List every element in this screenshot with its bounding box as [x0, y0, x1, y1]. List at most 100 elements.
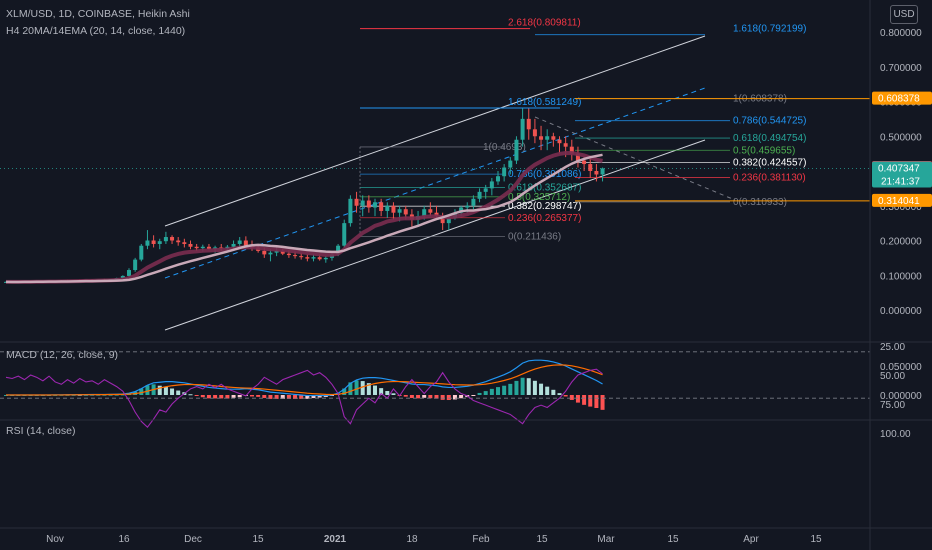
- fib-level-label: 0.786(0.544725): [733, 116, 806, 127]
- macd-histogram-bar: [471, 395, 476, 396]
- macd-histogram-bar: [594, 395, 599, 408]
- macd-histogram-bar: [600, 395, 605, 410]
- time-tick-label: Apr: [743, 534, 759, 545]
- time-tick-label: Nov: [46, 534, 64, 545]
- time-tick-label: 15: [667, 534, 679, 545]
- candle-body: [575, 153, 580, 161]
- price-tick-label: 0.100000: [880, 271, 922, 282]
- macd-histogram-bar: [588, 395, 593, 407]
- candle-body: [545, 136, 550, 140]
- candle-body: [163, 237, 168, 242]
- macd-histogram-bar: [520, 377, 525, 395]
- signal-line: [6, 364, 603, 396]
- macd-histogram-bar: [256, 395, 261, 397]
- fib-level-label: 0.5(0.459655): [733, 145, 795, 156]
- price-tick-label: 0.300000: [880, 202, 922, 213]
- candle-body: [127, 270, 131, 276]
- candle-body: [465, 205, 470, 208]
- candle-body: [508, 160, 513, 168]
- candle-body: [391, 205, 396, 213]
- candle-body: [477, 191, 482, 199]
- time-tick-label: 2021: [324, 534, 347, 545]
- candle-body: [311, 257, 316, 259]
- rsi-tick-label: 50.00: [880, 371, 905, 382]
- macd-histogram-bar: [83, 394, 88, 396]
- macd-histogram-bar: [305, 395, 310, 399]
- candle-body: [200, 246, 205, 249]
- rsi-pane[interactable]: [0, 351, 870, 429]
- macd-histogram-bar: [575, 395, 580, 403]
- price-badge-label: 0.608378: [878, 94, 920, 105]
- candle-body: [157, 241, 162, 244]
- fib-level-label: 0.618(0.352687): [508, 182, 581, 193]
- fib-level-label: 1.618(0.792199): [733, 24, 806, 35]
- candle-body: [286, 253, 291, 256]
- price-badge-label: 0.407347: [878, 163, 920, 174]
- macd-histogram-bar: [237, 395, 242, 398]
- macd-histogram-bar: [514, 380, 519, 395]
- macd-histogram-bar: [286, 395, 291, 399]
- macd-histogram-bar: [219, 395, 224, 399]
- macd-histogram-bar: [452, 395, 457, 400]
- candle-body: [354, 198, 359, 206]
- candle-body: [342, 223, 347, 246]
- time-tick-label: Dec: [184, 534, 202, 545]
- macd-histogram-bar: [317, 395, 322, 398]
- macd-histogram-bar: [440, 395, 445, 400]
- macd-histogram-bar: [262, 395, 267, 398]
- time-tick-label: Feb: [472, 534, 490, 545]
- macd-legend: MACD (12, 26, close, 9): [6, 349, 118, 361]
- macd-histogram-bar: [194, 395, 199, 396]
- macd-histogram-bar: [280, 395, 285, 399]
- candle-body: [145, 240, 150, 246]
- candle-body: [532, 129, 537, 137]
- candle-body: [139, 245, 144, 260]
- candle-body: [243, 240, 248, 246]
- candle-body: [274, 250, 279, 253]
- macd-histogram-bar: [539, 383, 544, 395]
- fib-level-label: 0.382(0.424557): [733, 157, 806, 168]
- candle-body: [305, 257, 310, 259]
- candle-body: [194, 246, 199, 249]
- price-pane[interactable]: 1(0.4693)0.786(0.391086)0.618(0.352687)0…: [0, 18, 870, 331]
- candle-body: [151, 240, 156, 244]
- currency-button[interactable]: USD: [890, 5, 918, 24]
- candle-body: [299, 256, 304, 258]
- candle-body: [496, 176, 500, 182]
- time-tick-label: 15: [252, 534, 264, 545]
- chart-title: XLM/USD, 1D, COINBASE, Heikin Ashi: [6, 8, 190, 20]
- rsi-tick-label: 25.00: [880, 342, 905, 353]
- candle-body: [170, 237, 175, 241]
- candle-body: [520, 118, 525, 140]
- macd-histogram-bar: [231, 395, 236, 398]
- candle-body: [563, 143, 568, 147]
- macd-histogram-bar: [403, 395, 408, 397]
- macd-histogram-bar: [274, 395, 279, 399]
- macd-pane[interactable]: [4, 359, 605, 410]
- macd-histogram-bar: [385, 391, 390, 395]
- candle-body: [280, 250, 285, 254]
- candle-body: [373, 202, 377, 208]
- fib-level-label: 0.786(0.391086): [508, 169, 581, 180]
- macd-histogram-bar: [391, 393, 396, 395]
- macd-histogram-bar: [139, 388, 144, 395]
- macd-histogram-bar: [508, 383, 513, 395]
- fib-level-label: 0.236(0.265377): [508, 213, 581, 224]
- macd-histogram-bar: [114, 394, 119, 396]
- macd-histogram-bar: [551, 389, 556, 395]
- candle-body: [502, 167, 507, 177]
- macd-histogram-bar: [108, 394, 113, 396]
- candle-body: [120, 275, 125, 279]
- price-badge: [872, 193, 932, 207]
- macd-histogram-bar: [526, 378, 531, 395]
- macd-tick-label: 0.050000: [880, 362, 922, 373]
- macd-histogram-bar: [502, 385, 507, 395]
- candle-body: [446, 217, 451, 224]
- macd-histogram-bar: [428, 395, 433, 399]
- macd-histogram-bar: [557, 393, 562, 395]
- macd-histogram-bar: [145, 385, 150, 395]
- macd-histogram-bar: [489, 388, 494, 395]
- macd-tick-label: 0.000000: [880, 391, 922, 402]
